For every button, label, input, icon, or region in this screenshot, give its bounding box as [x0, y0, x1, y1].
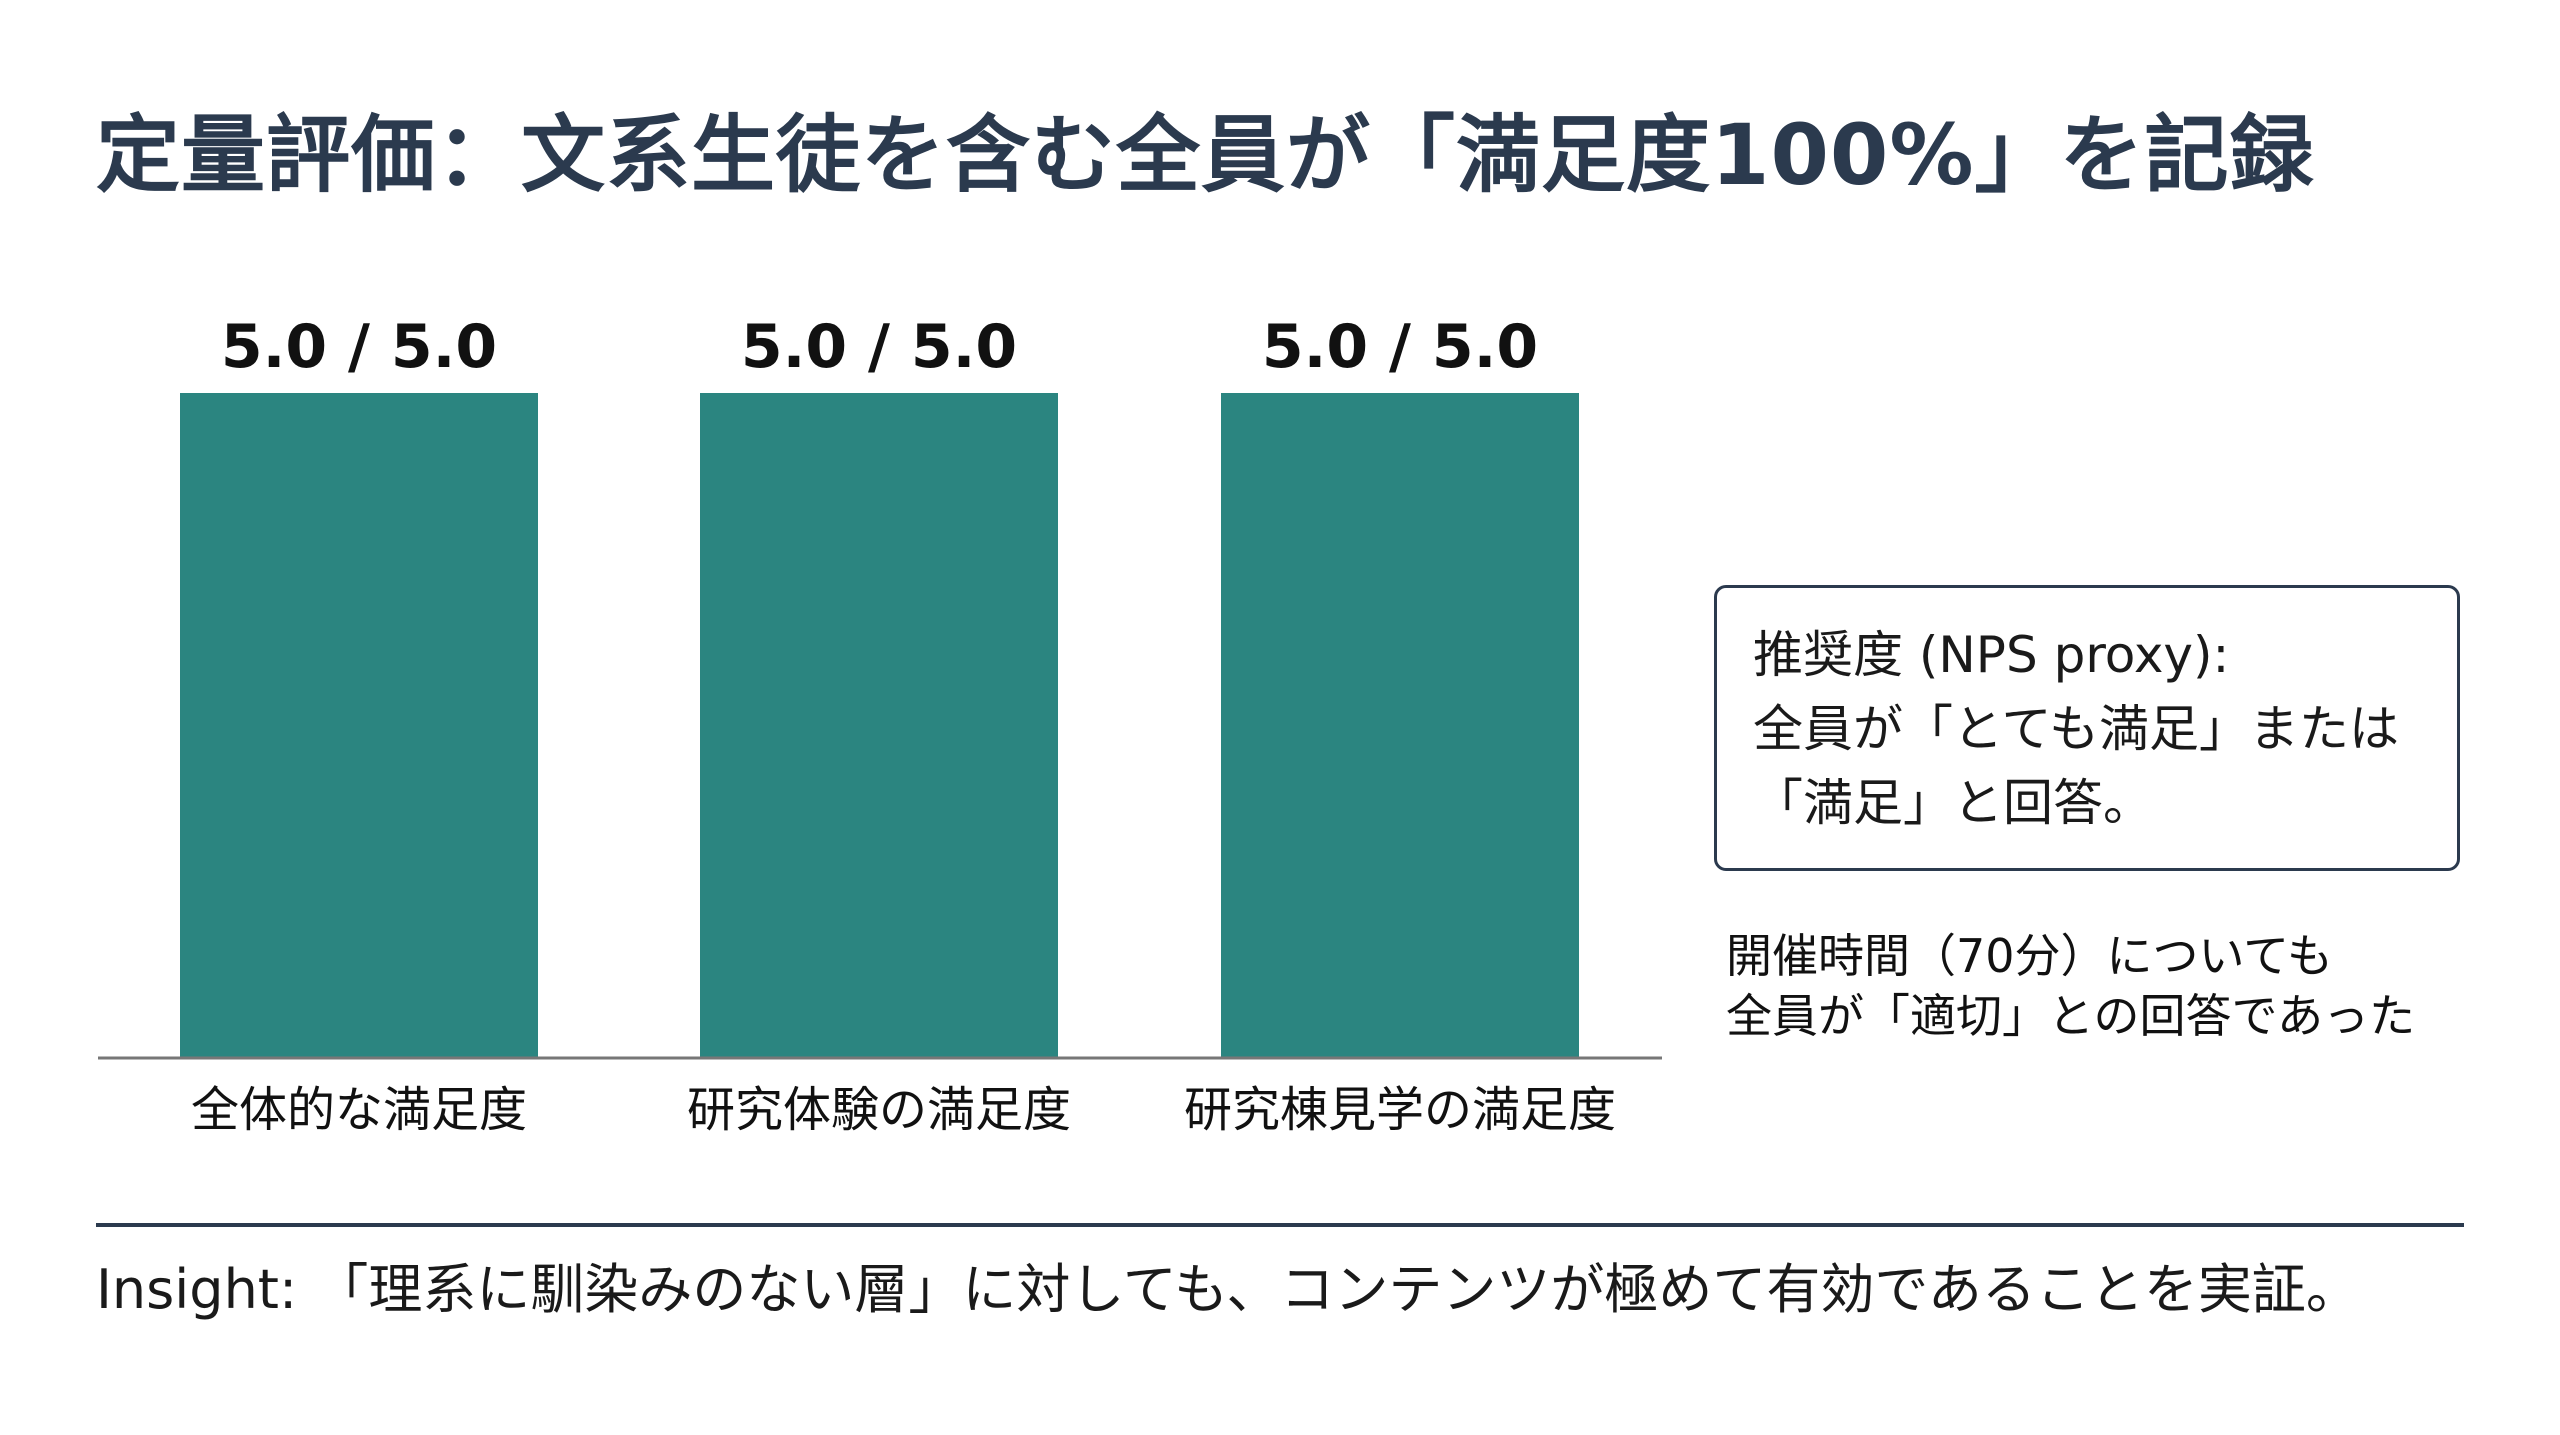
category-label-3: 研究棟見学の満足度 — [1184, 1082, 1616, 1138]
bar-2 — [700, 393, 1058, 1057]
bar-1 — [180, 393, 538, 1057]
info-box-line-2: 全員が「とても満足」または — [1753, 700, 2399, 758]
bar-3 — [1221, 393, 1579, 1057]
insight-text: Insight: 「理系に馴染みのない層」に対しても、コンテンツが極めて有効であ… — [96, 1258, 2360, 1321]
page-title: 定量評価：文系生徒を含む全員が「満足度100%」を記録 — [96, 106, 2315, 204]
section-divider — [96, 1223, 2464, 1227]
info-box-line-3: 「満足」と回答。 — [1753, 774, 2153, 832]
nps-info-box: 推奨度 (NPS proxy): 全員が「とても満足」または 「満足」と回答。 — [1714, 585, 2460, 871]
info-box-line-1: 推奨度 (NPS proxy): — [1753, 626, 2230, 684]
bar-chart: 5.0 / 5.0 5.0 / 5.0 5.0 / 5.0 全体的な満足度 研究体験の… — [98, 312, 1662, 1138]
bar-value-label-2: 5.0 / 5.0 — [741, 312, 1017, 382]
bar-value-label-3: 5.0 / 5.0 — [1262, 312, 1538, 382]
note-line-1: 開催時間（70分）についても — [1726, 929, 2333, 983]
duration-note: 開催時間（70分）についても 全員が「適切」との回答であった — [1726, 926, 2415, 1046]
bar-value-label-1: 5.0 / 5.0 — [221, 312, 497, 382]
category-label-1: 全体的な満足度 — [191, 1082, 527, 1138]
note-line-2: 全員が「適切」との回答であった — [1726, 989, 2416, 1043]
category-label-2: 研究体験の満足度 — [687, 1082, 1071, 1138]
